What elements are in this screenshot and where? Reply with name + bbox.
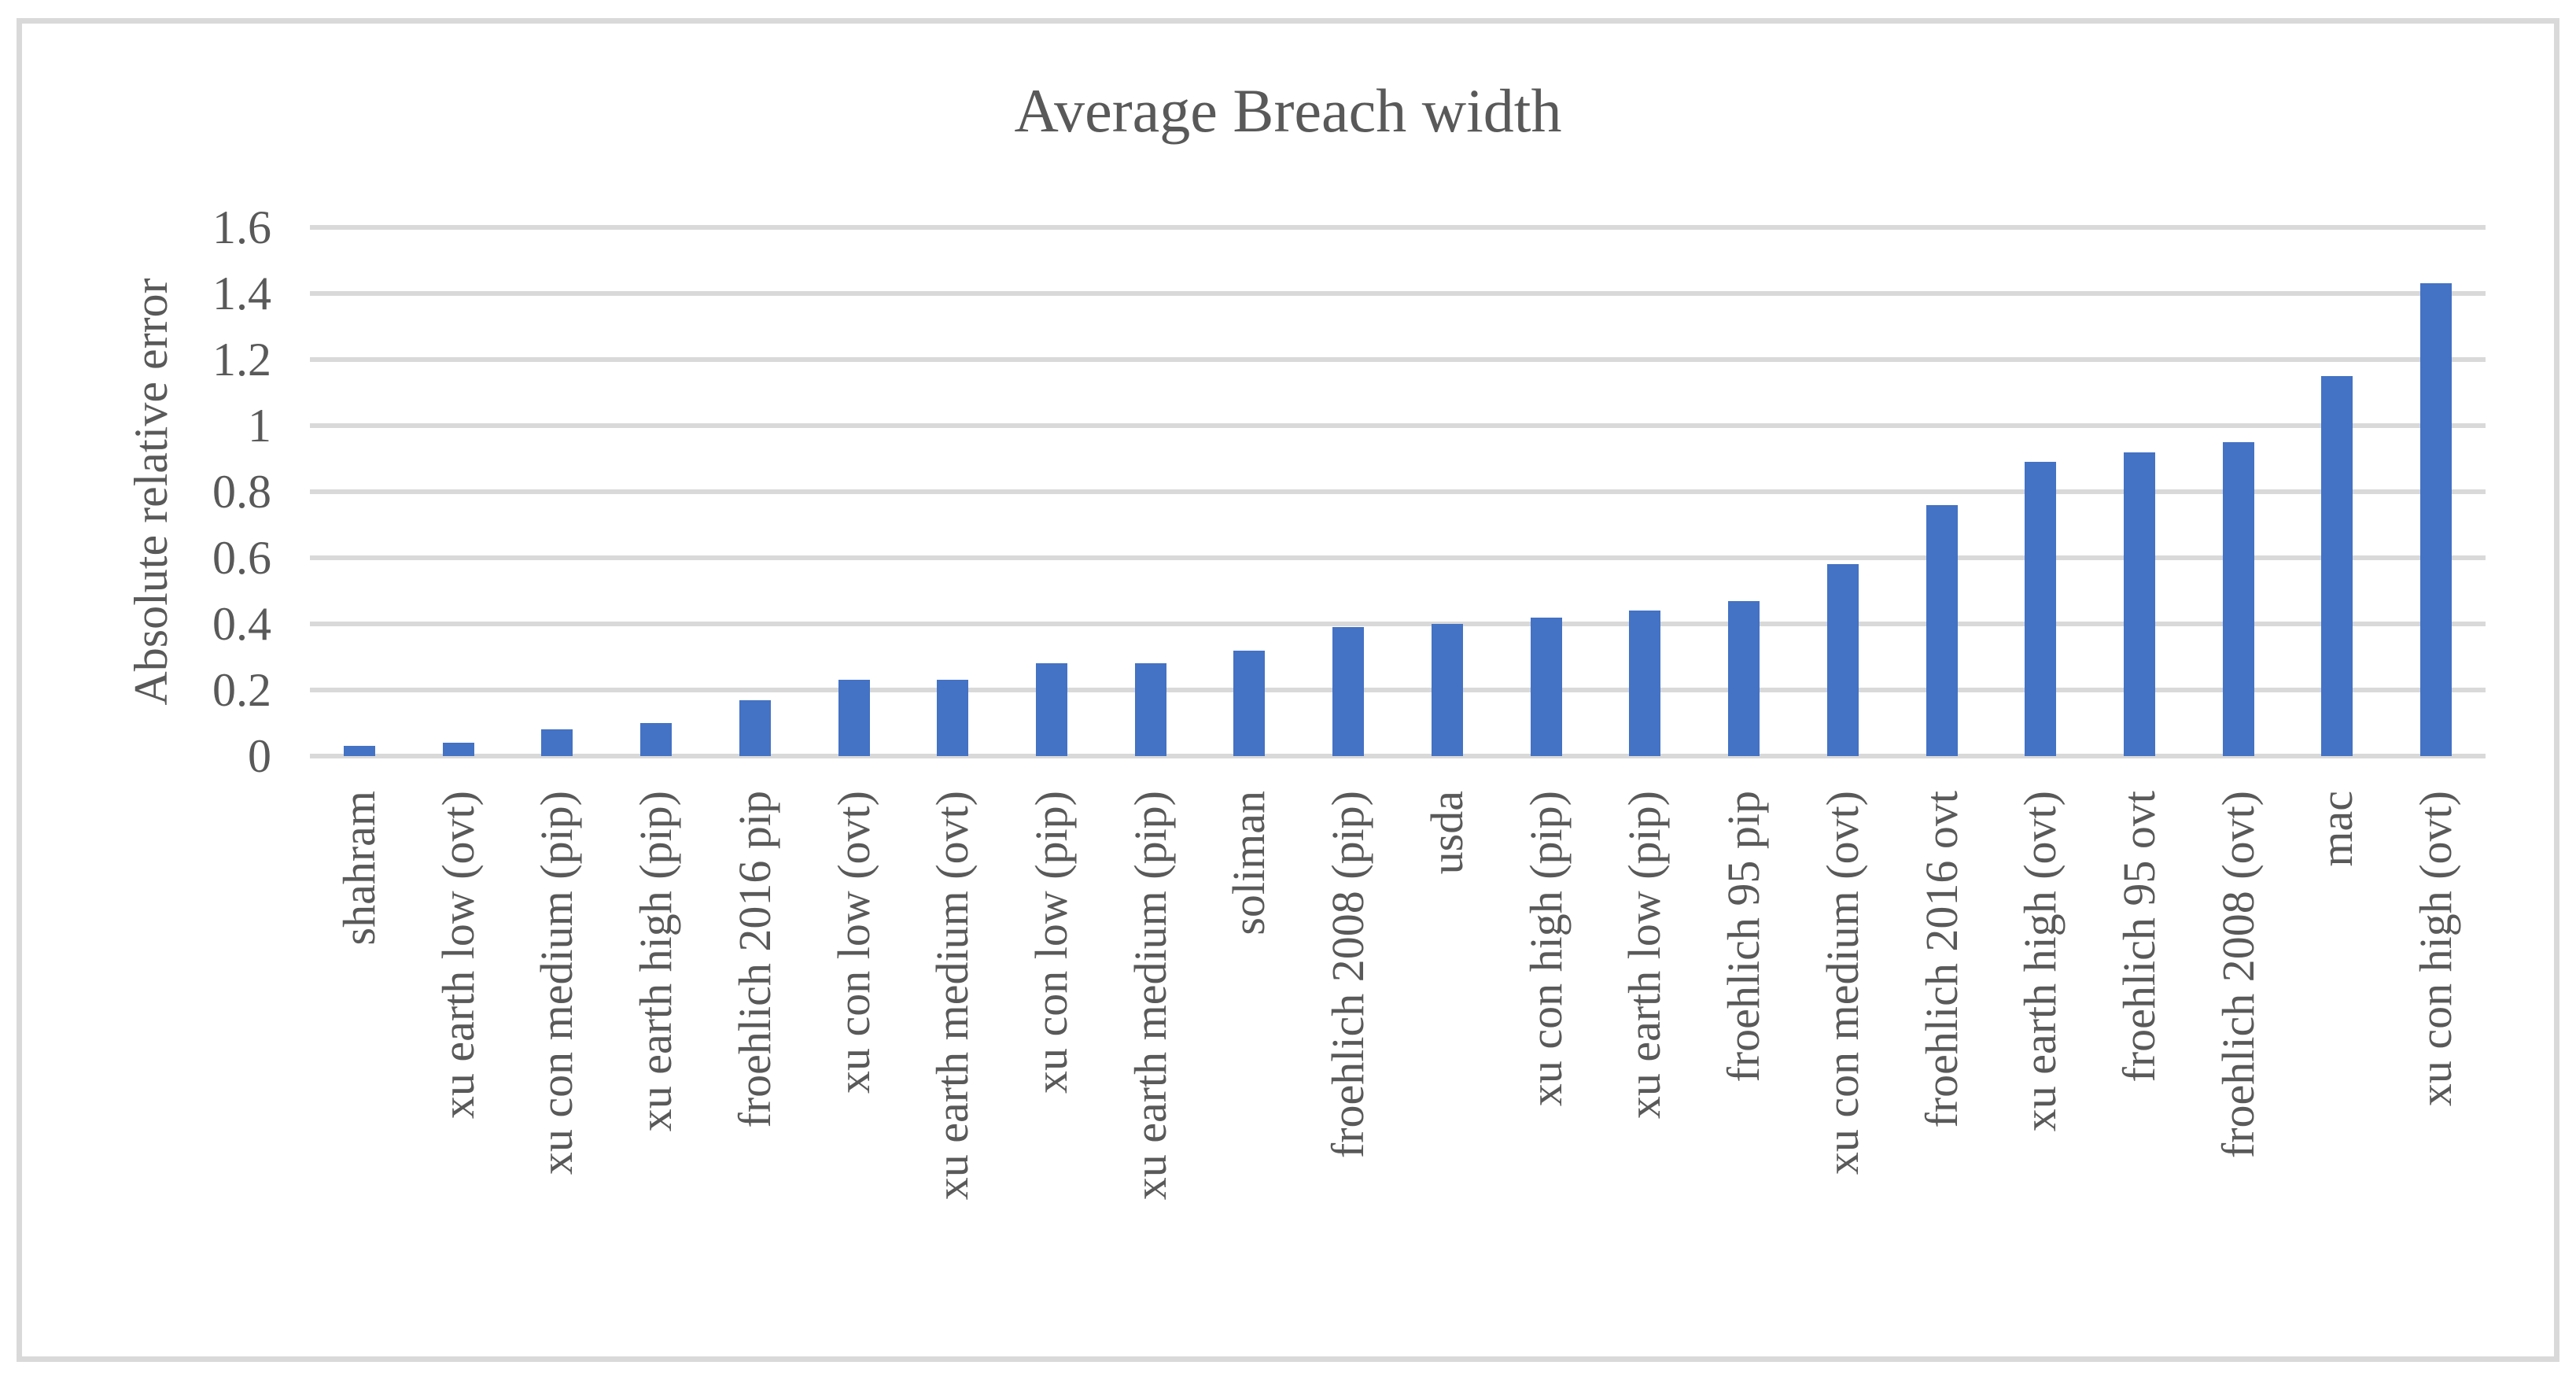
bar <box>1134 663 1166 756</box>
x-category-label: xu earth medium (ovt) <box>927 791 978 1201</box>
bar <box>442 743 474 756</box>
bar <box>2222 442 2254 756</box>
bar <box>1629 611 1661 756</box>
bar <box>1332 627 1365 756</box>
x-category-label: xu con low (pip) <box>1025 791 1077 1094</box>
bar <box>838 680 870 756</box>
x-category-label: xu earth low (pip) <box>1619 791 1671 1120</box>
bar <box>1728 600 1760 756</box>
bar <box>1530 617 1562 756</box>
x-category-label: xu con medium (ovt) <box>1816 791 1868 1175</box>
gridline <box>310 489 2486 494</box>
gridline <box>310 754 2486 758</box>
x-category-label: xu con medium (pip) <box>531 791 583 1175</box>
y-tick-label: 0.4 <box>212 598 271 650</box>
gridline <box>310 357 2486 362</box>
bar <box>2321 376 2353 756</box>
gridline <box>310 622 2486 626</box>
bar <box>2025 462 2057 756</box>
x-category-label: froehlich 95 ovt <box>2113 791 2165 1083</box>
bar <box>541 729 573 756</box>
gridline <box>310 423 2486 428</box>
bar <box>1431 624 1463 756</box>
x-category-label: froehlich 2008 (ovt) <box>2212 791 2264 1159</box>
x-category-label: xu con high (pip) <box>1520 791 1572 1107</box>
y-tick-label: 1 <box>248 400 271 452</box>
bar <box>937 680 969 756</box>
x-category-label: usda <box>1421 791 1472 875</box>
y-tick-label: 1.2 <box>212 334 271 386</box>
x-category-label: froehlich 2016 pip <box>728 791 780 1128</box>
x-category-label: xu earth medium (pip) <box>1124 791 1176 1201</box>
x-category-label: froehlich 2016 ovt <box>1915 791 1967 1128</box>
gridline <box>310 688 2486 692</box>
x-category-label: xu earth low (ovt) <box>432 791 484 1120</box>
x-category-label: xu earth high (ovt) <box>2014 791 2066 1132</box>
bar <box>640 723 673 756</box>
bar <box>739 699 771 756</box>
gridline <box>310 225 2486 230</box>
gridline <box>310 555 2486 560</box>
bar <box>1233 650 1266 756</box>
x-category-label: xu con low (ovt) <box>827 791 879 1094</box>
bar <box>1926 504 1958 756</box>
x-category-label: froehlich 95 pip <box>1718 791 1770 1083</box>
x-category-label: soliman <box>1223 791 1275 935</box>
y-tick-label: 0.8 <box>212 466 271 518</box>
gridline <box>310 291 2486 296</box>
y-tick-label: 0 <box>248 730 271 782</box>
x-category-label: mac <box>2311 791 2363 867</box>
bar <box>2123 452 2155 756</box>
bar <box>1826 564 1859 756</box>
x-category-label: xu con high (ovt) <box>2410 791 2462 1107</box>
y-tick-label: 0.2 <box>212 664 271 716</box>
y-tick-label: 0.6 <box>212 532 271 584</box>
y-tick-label: 1.6 <box>212 201 271 253</box>
chart-title: Average Breach width <box>1014 76 1562 145</box>
bar <box>1035 663 1067 756</box>
y-tick-label: 1.4 <box>212 268 271 319</box>
bar <box>343 746 375 756</box>
x-category-label: shahram <box>333 791 385 946</box>
x-category-label: froehlich 2008 (pip) <box>1322 791 1374 1159</box>
x-category-label: xu earth high (pip) <box>630 791 682 1132</box>
bar <box>2420 283 2453 756</box>
